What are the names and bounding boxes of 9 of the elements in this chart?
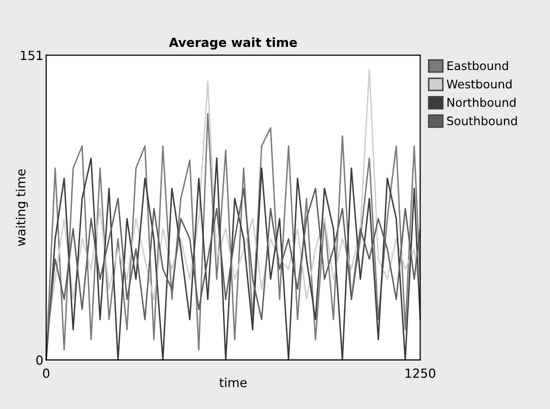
legend-label: Northbound bbox=[448, 98, 516, 107]
legend-label: Westbound bbox=[446, 79, 512, 89]
x-tick-label: 1250 bbox=[406, 368, 436, 378]
chart-title: Average wait time bbox=[168, 37, 297, 50]
x-axis-title: time bbox=[219, 378, 247, 388]
y-tick-label: 151 bbox=[20, 50, 42, 60]
legend-label: Southbound bbox=[447, 116, 517, 126]
y-axis-title: waiting time bbox=[16, 169, 28, 246]
legend-label: Eastbound bbox=[448, 61, 508, 70]
